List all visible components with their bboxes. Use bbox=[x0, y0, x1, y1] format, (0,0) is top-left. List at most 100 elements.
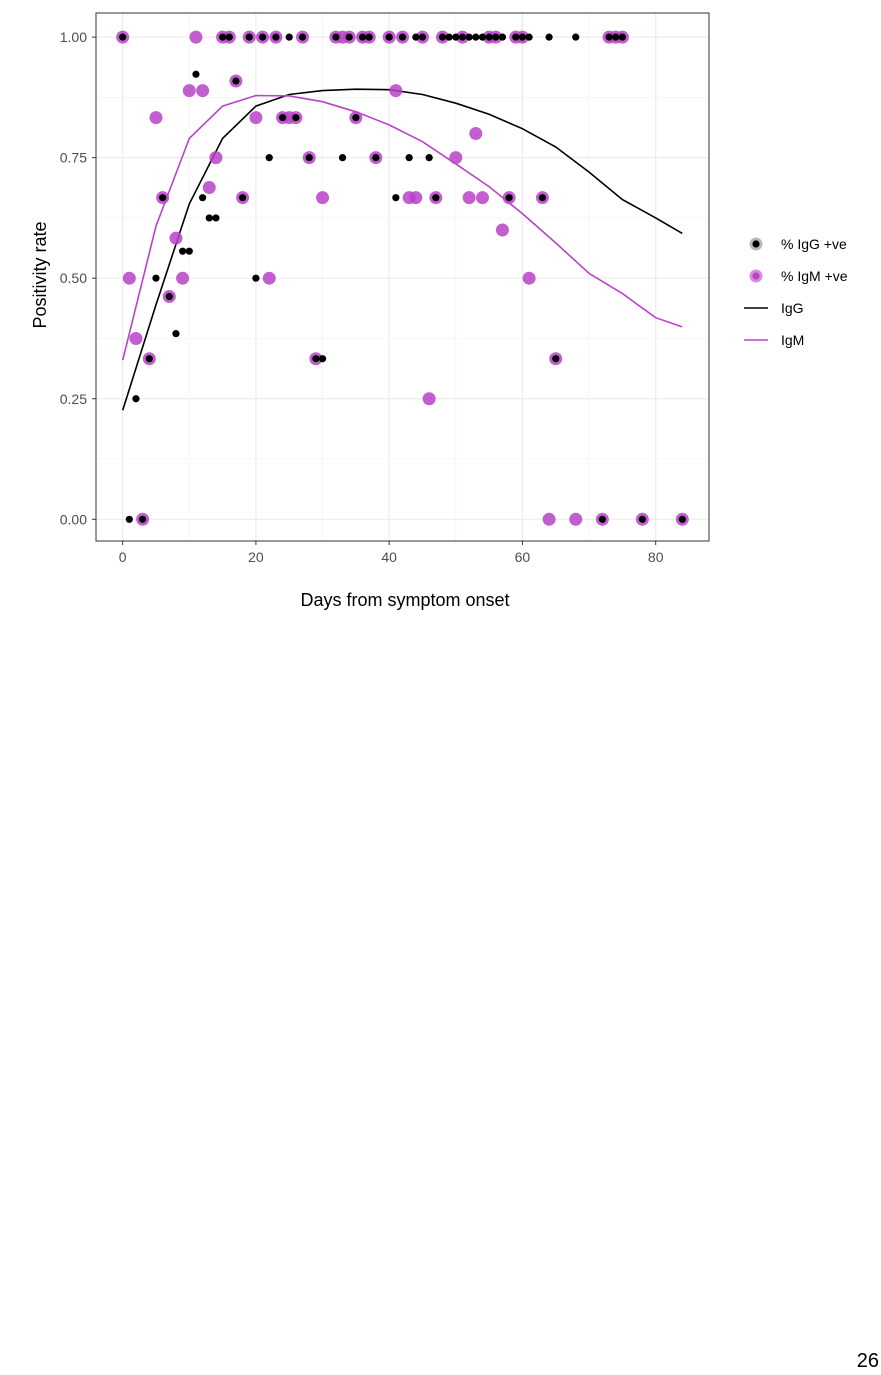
igg-point bbox=[332, 33, 340, 41]
panel-border bbox=[95, 12, 710, 542]
igg-point bbox=[485, 33, 493, 41]
igm-point bbox=[449, 151, 463, 165]
igg-point bbox=[638, 515, 646, 523]
igg-point bbox=[199, 194, 207, 202]
igm-point bbox=[202, 181, 216, 195]
igm-point bbox=[475, 191, 489, 205]
igm-point bbox=[249, 111, 263, 125]
igm-point bbox=[182, 84, 196, 98]
igm-point bbox=[495, 223, 509, 237]
igg-point bbox=[512, 33, 520, 41]
igg-point bbox=[125, 515, 133, 523]
x-tick-label: 40 bbox=[381, 549, 397, 565]
igg-point bbox=[618, 33, 626, 41]
igm-point bbox=[316, 191, 330, 205]
scatter-chart: 0 20 40 60 80 0.00 0.25 0.50 0.75 1.00 Days from … bbox=[30, 12, 848, 610]
igg-point bbox=[538, 194, 547, 202]
igg-point bbox=[345, 33, 353, 41]
igm-point bbox=[169, 231, 183, 245]
legend-igg-point-key-inner bbox=[752, 240, 760, 248]
igg-point bbox=[318, 355, 327, 363]
igm-point bbox=[422, 392, 436, 406]
igg-point bbox=[165, 292, 173, 301]
igg-point bbox=[552, 355, 560, 363]
igg-point bbox=[418, 33, 427, 41]
legend-label: % IgG +ve bbox=[781, 236, 847, 252]
y-tick-label: 1.00 bbox=[60, 29, 87, 45]
igm-point bbox=[262, 271, 276, 285]
igg-point bbox=[678, 515, 686, 523]
igm-point bbox=[409, 191, 423, 205]
legend-label: % IgM +ve bbox=[781, 268, 848, 284]
igg-point bbox=[252, 274, 260, 282]
igg-point bbox=[225, 33, 233, 41]
igg-point bbox=[572, 33, 580, 41]
igg-point bbox=[358, 33, 367, 41]
igg-point bbox=[498, 33, 507, 41]
y-tick-label: 0.50 bbox=[60, 270, 87, 286]
igg-point bbox=[265, 154, 273, 162]
igg-point bbox=[285, 33, 293, 41]
igg-point bbox=[258, 33, 267, 41]
igg-point bbox=[292, 114, 300, 122]
igm-point bbox=[522, 271, 536, 285]
legend-label: IgG bbox=[781, 300, 804, 316]
igm-point bbox=[462, 191, 476, 205]
igg-point bbox=[185, 247, 193, 255]
igg-point bbox=[372, 154, 380, 162]
x-axis-title: Days from symptom onset bbox=[300, 590, 509, 610]
igg-point bbox=[445, 33, 453, 41]
igm-point bbox=[189, 30, 203, 44]
igg-point bbox=[525, 33, 533, 41]
igg-point bbox=[145, 355, 153, 363]
igg-point bbox=[412, 33, 420, 41]
igm-fit-line bbox=[121, 94, 683, 361]
igg-point bbox=[238, 194, 247, 202]
igg-point bbox=[179, 247, 187, 255]
y-axis-title: Positivity rate bbox=[30, 221, 50, 328]
y-tick-label: 0.00 bbox=[60, 511, 87, 527]
igg-point bbox=[119, 33, 127, 41]
data-points bbox=[116, 30, 689, 526]
igg-point bbox=[365, 33, 373, 41]
y-tick-label: 0.25 bbox=[60, 391, 87, 407]
x-tick-label: 0 bbox=[119, 549, 127, 565]
y-tick-label: 0.75 bbox=[60, 150, 87, 166]
igm-point bbox=[176, 271, 190, 285]
igg-point bbox=[205, 214, 213, 222]
igg-point bbox=[405, 154, 413, 162]
igg-point bbox=[305, 154, 313, 162]
igg-point bbox=[385, 33, 393, 41]
igg-point bbox=[212, 214, 220, 222]
legend-label: IgM bbox=[781, 332, 804, 348]
igg-point bbox=[232, 77, 240, 85]
x-tick-label: 20 bbox=[248, 549, 264, 565]
igg-point bbox=[278, 114, 287, 122]
igg-point bbox=[518, 33, 527, 41]
x-tick-label: 80 bbox=[648, 549, 664, 565]
igg-point bbox=[612, 33, 620, 41]
legend-igm-point-key-inner bbox=[752, 272, 760, 280]
igg-point bbox=[132, 395, 140, 403]
igg-point bbox=[545, 33, 553, 41]
igm-point bbox=[542, 512, 556, 526]
igg-point bbox=[218, 33, 227, 41]
igm-point bbox=[149, 111, 163, 125]
igm-point bbox=[122, 271, 136, 285]
igg-point bbox=[245, 33, 253, 41]
igg-point bbox=[352, 114, 360, 122]
igg-point bbox=[425, 154, 433, 162]
igg-point bbox=[492, 33, 500, 41]
igg-point bbox=[452, 33, 460, 41]
igg-point bbox=[432, 194, 440, 202]
igg-point bbox=[298, 33, 307, 41]
page-number: 26 bbox=[856, 1350, 879, 1372]
igg-fit-line bbox=[121, 88, 683, 411]
igg-point bbox=[472, 33, 480, 41]
igm-point bbox=[209, 151, 223, 165]
igg-point bbox=[598, 515, 606, 523]
igm-point bbox=[469, 127, 483, 141]
igg-point bbox=[272, 33, 280, 41]
igm-point bbox=[569, 512, 583, 526]
igm-point bbox=[129, 331, 143, 345]
